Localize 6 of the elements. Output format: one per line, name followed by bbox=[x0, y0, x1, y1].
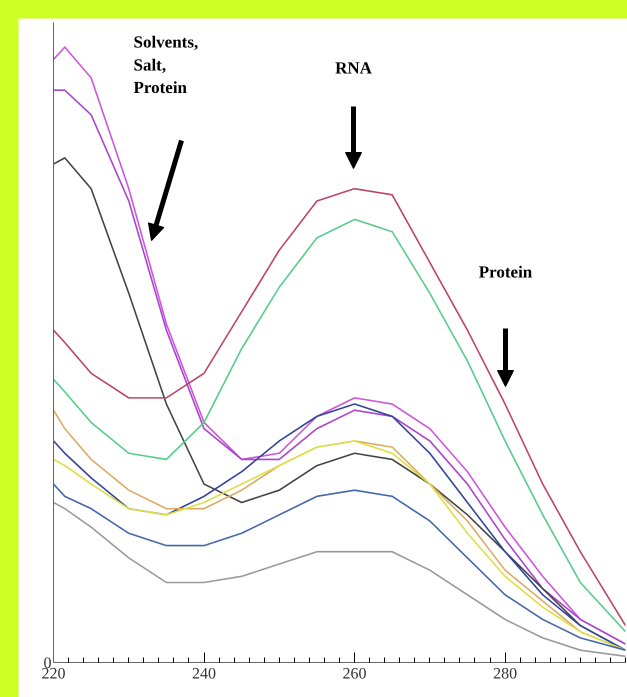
annotation: Solvents, Salt, Protein bbox=[134, 32, 198, 98]
annotation: RNA bbox=[335, 58, 373, 78]
annotation: Protein bbox=[478, 262, 533, 282]
x-tick-label: 280 bbox=[493, 666, 518, 682]
x-tick-label: 240 bbox=[192, 666, 216, 682]
x-tick-label: 260 bbox=[342, 666, 367, 682]
